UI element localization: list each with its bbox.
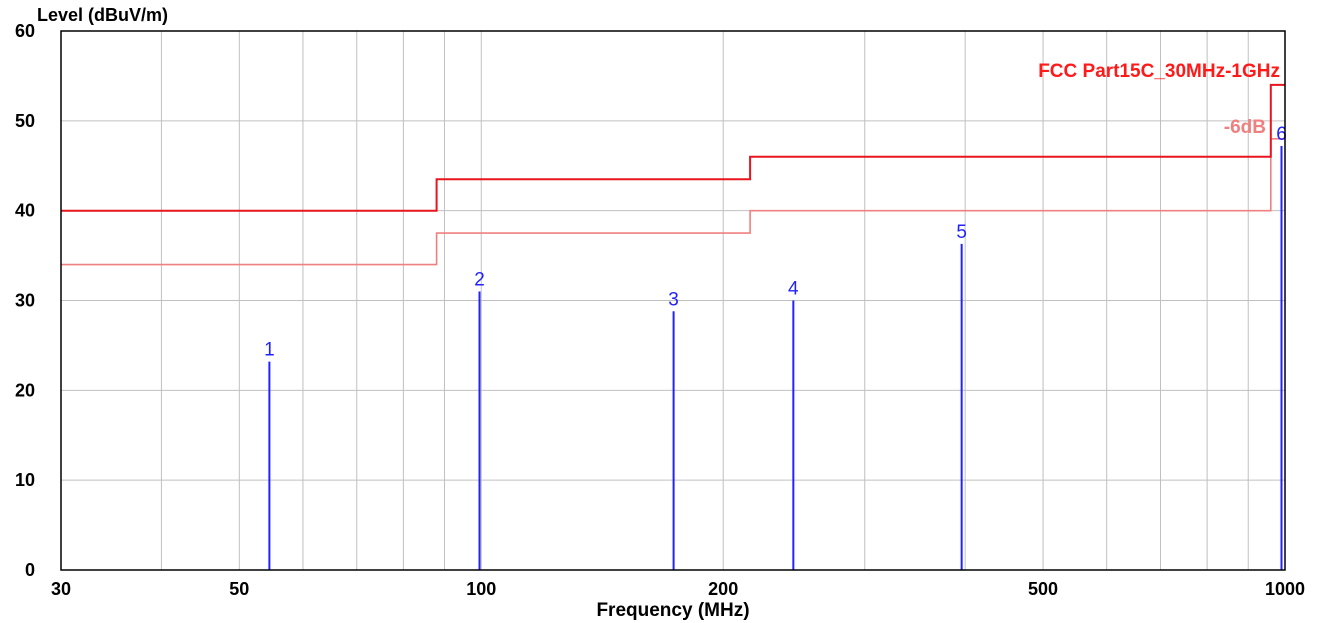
limit-line-label: FCC Part15C_30MHz-1GHz	[1038, 61, 1280, 82]
x-tick-label: 500	[1028, 579, 1058, 599]
marker-label: 5	[956, 222, 967, 243]
x-tick-label: 30	[51, 579, 71, 599]
margin-line-label: -6dB	[1224, 117, 1266, 138]
axis-ticks: 0 10 20 30 40 50 60 30 50 100 200 500 1000	[15, 21, 1305, 599]
x-tick-label: 1000	[1265, 579, 1305, 599]
x-tick-label: 100	[466, 579, 496, 599]
marker-label: 2	[474, 270, 485, 291]
y-tick-label: 10	[15, 470, 35, 490]
y-tick-label: 30	[15, 291, 35, 311]
limit-lines	[61, 83, 1285, 266]
x-tick-label: 50	[229, 579, 249, 599]
x-axis-label: Frequency (MHz)	[596, 600, 749, 621]
y-tick-label: 60	[15, 21, 35, 41]
y-tick-label: 50	[15, 111, 35, 131]
y-axis-label: Level (dBuV/m)	[37, 5, 168, 25]
marker-label: 1	[264, 340, 275, 361]
marker-label: 6	[1276, 124, 1287, 145]
y-tick-label: 20	[15, 380, 35, 400]
grid	[61, 31, 1285, 570]
emission-markers: 1 2 3 4 5 6	[264, 124, 1287, 570]
limit-line	[61, 83, 1285, 212]
marker-label: 3	[668, 289, 679, 310]
y-tick-label: 0	[25, 560, 35, 580]
x-tick-label: 200	[708, 579, 738, 599]
marker-label: 4	[788, 279, 799, 300]
y-tick-label: 40	[15, 201, 35, 221]
plot-frame	[60, 30, 1286, 571]
